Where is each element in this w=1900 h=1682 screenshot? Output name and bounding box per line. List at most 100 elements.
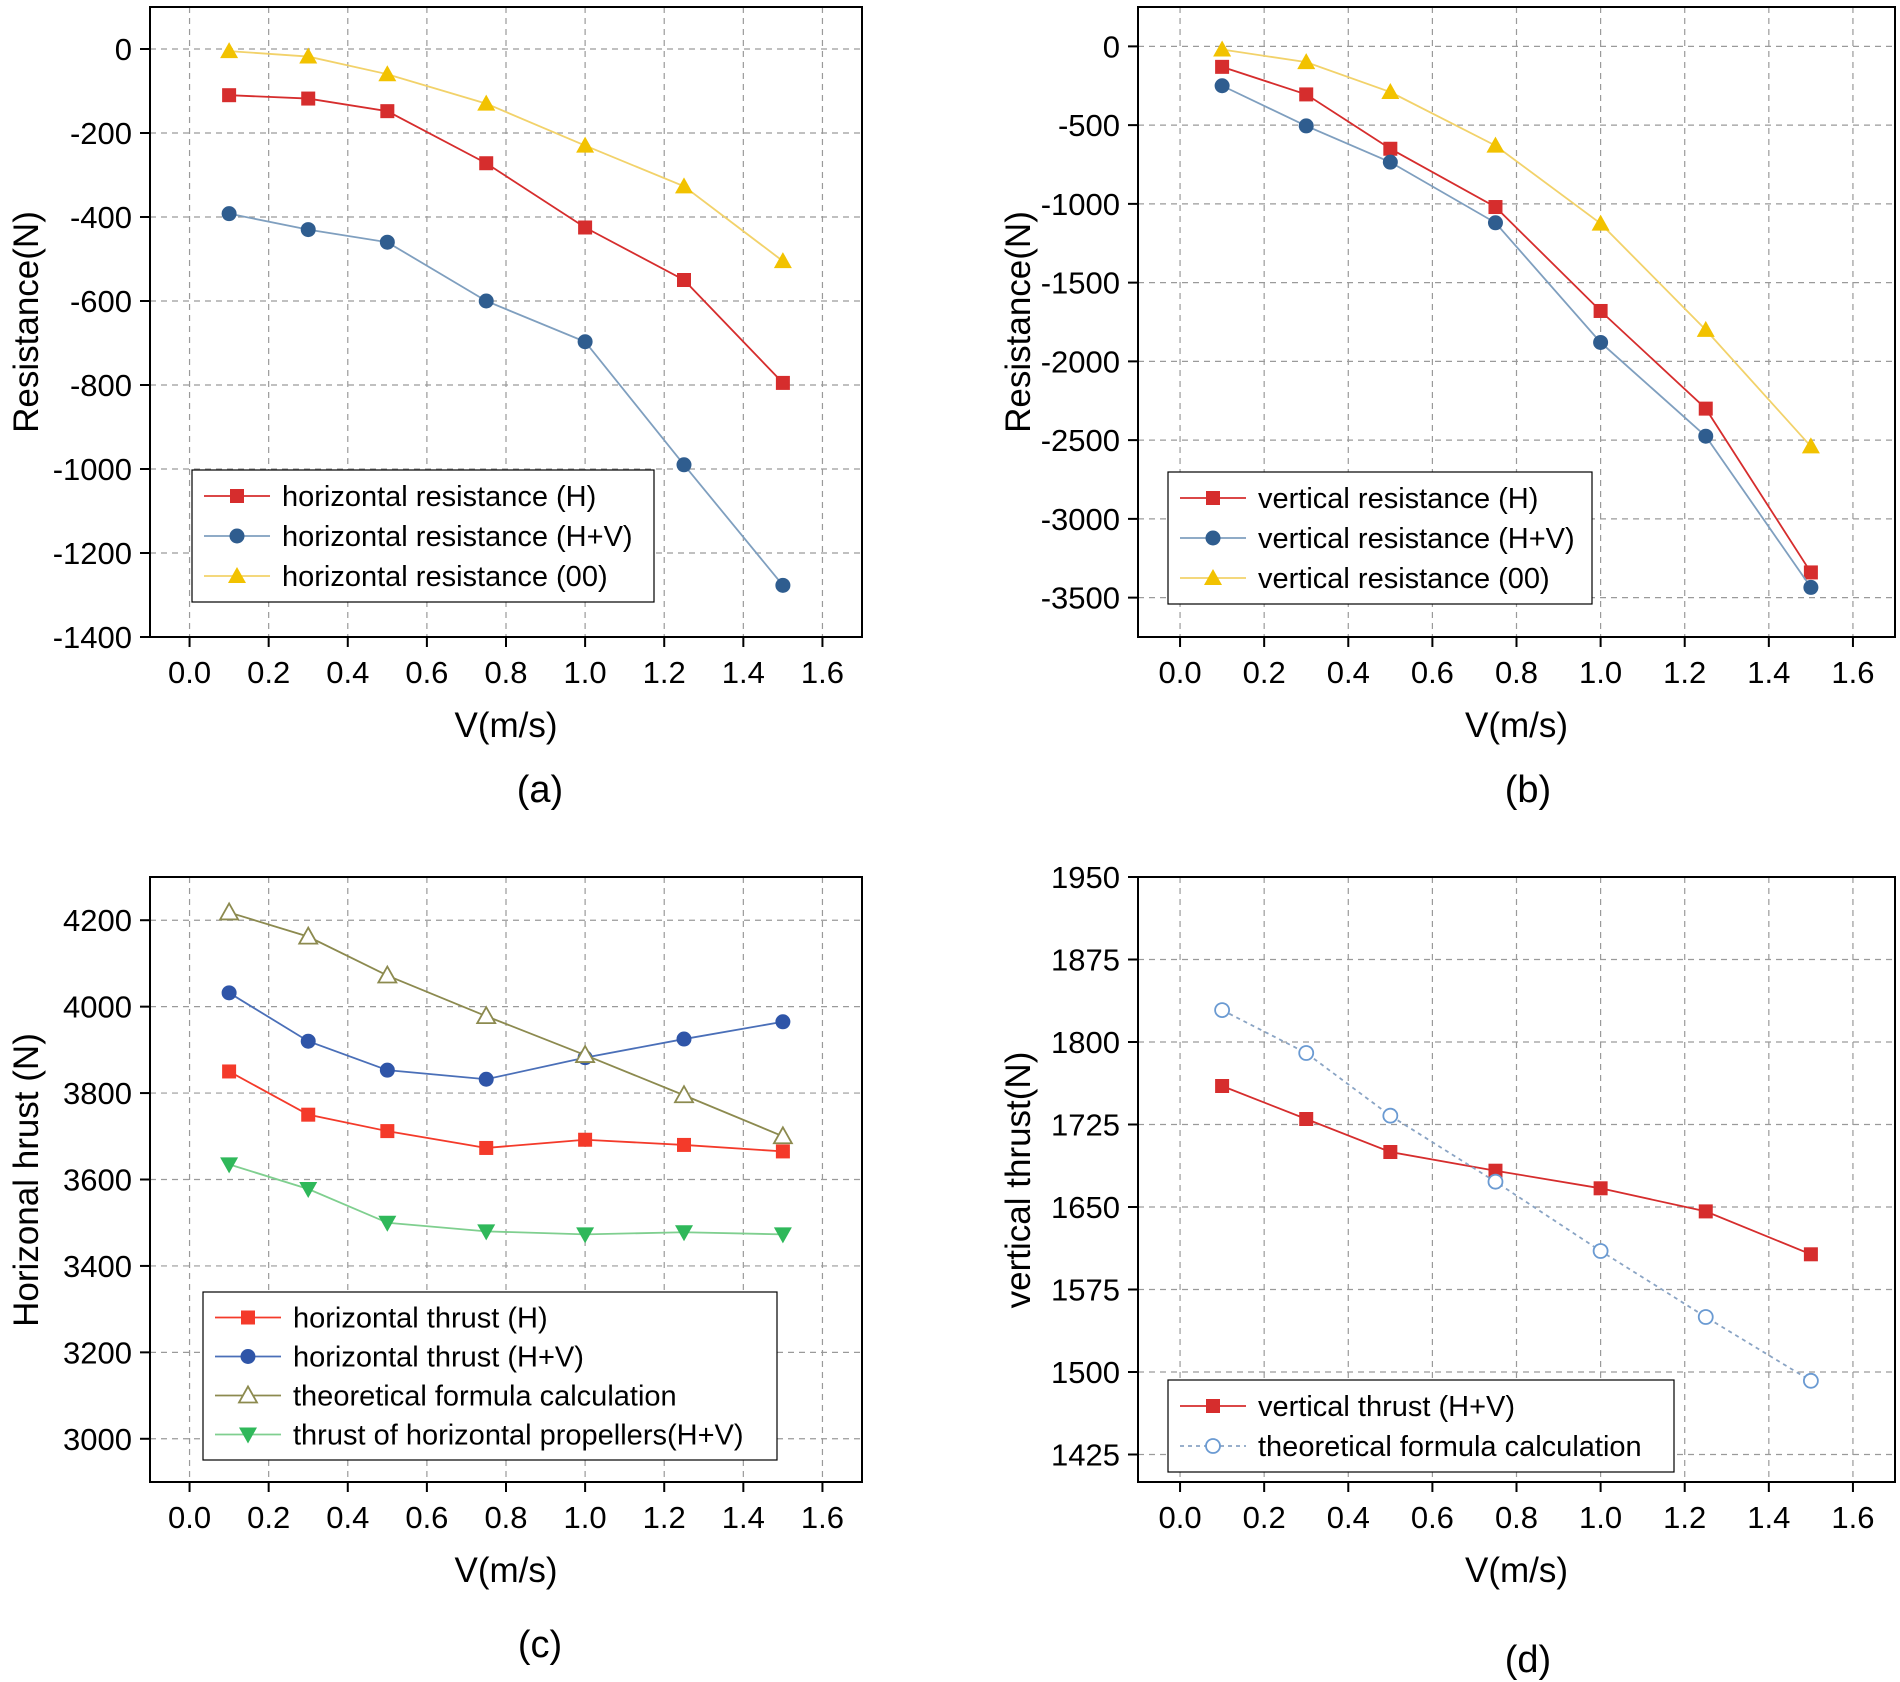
- x-tick-label: 0.0: [1159, 1500, 1202, 1535]
- data-point: [1299, 87, 1314, 102]
- data-point: [676, 457, 692, 473]
- x-tick-label: 0.8: [1495, 1500, 1538, 1535]
- legend-marker: [1204, 569, 1222, 585]
- x-tick-label: 1.4: [722, 655, 765, 690]
- x-tick-label: 1.4: [722, 1500, 765, 1535]
- data-point: [479, 156, 494, 171]
- legend-marker: [239, 1427, 257, 1444]
- data-point: [379, 234, 395, 250]
- data-point: [677, 273, 691, 287]
- y-tick-label: 1725: [1051, 1108, 1120, 1143]
- legend-marker: [1205, 1438, 1221, 1454]
- x-tick-label: 0.0: [1159, 655, 1202, 690]
- data-point: [576, 136, 595, 153]
- y-tick-label: 1575: [1051, 1273, 1120, 1308]
- data-point: [1382, 154, 1398, 170]
- y-tick-label: 3200: [63, 1335, 132, 1370]
- x-tick-label: 1.2: [1663, 655, 1706, 690]
- data-point: [221, 206, 237, 222]
- data-point: [299, 47, 318, 64]
- legend-marker: [1205, 530, 1221, 546]
- legend-marker: [241, 1310, 255, 1325]
- data-point: [376, 964, 398, 984]
- y-tick-label: 3000: [63, 1422, 132, 1457]
- data-point: [1213, 40, 1232, 57]
- data-point: [1592, 1243, 1609, 1259]
- x-tick-label: 1.4: [1747, 1500, 1790, 1535]
- data-point: [1487, 215, 1503, 231]
- legend-marker: [229, 528, 245, 544]
- data-point: [1215, 59, 1230, 74]
- y-axis-title: Resistance(N): [999, 211, 1038, 433]
- x-tick-label: 0.6: [1411, 1500, 1454, 1535]
- chart-panel-b: 0.0 0.2 0.4 0.6 0.8 1.0 1.2 1.4 1.6 0 -500 -1000 -15…: [999, 6, 1896, 811]
- y-tick-label: -1500: [1041, 266, 1120, 301]
- legend-box: [1167, 1379, 1675, 1473]
- y-tick-label: 1500: [1051, 1355, 1120, 1390]
- legend-marker: [240, 1349, 256, 1364]
- legend-marker: [1206, 1399, 1220, 1413]
- data-point: [578, 1132, 593, 1147]
- data-point: [301, 1107, 316, 1122]
- data-point: [1593, 303, 1608, 318]
- x-tick-label: 0.8: [1495, 655, 1538, 690]
- data-point: [677, 1137, 691, 1152]
- x-axis-title: V(m/s): [1465, 706, 1568, 745]
- x-tick-label: 0.8: [484, 1500, 527, 1535]
- y-tick-label: 1650: [1051, 1190, 1120, 1225]
- y-axis-title: Horizonal hrust (N): [7, 1033, 46, 1327]
- legend-label: vertical resistance (H): [1258, 483, 1538, 515]
- y-axis-title: Resistance(N): [7, 211, 46, 433]
- data-point: [1697, 1309, 1714, 1325]
- data-point: [220, 1157, 239, 1174]
- legend-label: vertical thrust (H+V): [1258, 1391, 1515, 1423]
- data-point: [1698, 1204, 1713, 1219]
- data-point: [222, 1064, 237, 1079]
- data-point: [1802, 1372, 1819, 1389]
- data-point: [221, 985, 237, 1001]
- data-point: [1383, 141, 1398, 156]
- data-point: [775, 1014, 791, 1030]
- chart-panel-c: 0.0 0.2 0.4 0.6 0.8 1.0 1.2 1.4 1.6 3000 3200 3400 3…: [7, 876, 863, 1666]
- x-tick-label: 1.6: [801, 1500, 844, 1535]
- x-tick-label: 0.2: [247, 1500, 290, 1535]
- data-point: [297, 925, 319, 945]
- chart-panel-d: 0.0 0.2 0.4 0.6 0.8 1.0 1.2 1.4 1.6 1425 1500 1575 1…: [999, 860, 1896, 1681]
- y-tick-label: -1400: [53, 620, 132, 655]
- data-point: [380, 1124, 395, 1139]
- x-tick-label: 1.6: [1831, 1500, 1874, 1535]
- legend-marker: [237, 1384, 259, 1404]
- data-point: [775, 577, 791, 593]
- data-point: [676, 1031, 692, 1047]
- data-point: [1383, 1145, 1398, 1159]
- legend-label: horizontal thrust (H+V): [293, 1342, 584, 1374]
- data-point: [1487, 1173, 1504, 1190]
- data-point: [577, 334, 593, 350]
- data-point: [1488, 200, 1503, 215]
- data-point: [1298, 1045, 1315, 1061]
- x-tick-label: 1.0: [564, 655, 607, 690]
- x-tick-label: 0.8: [484, 655, 527, 690]
- y-tick-label: 0: [115, 32, 132, 67]
- legend-label: vertical resistance (H+V): [1258, 523, 1575, 555]
- data-point: [1593, 334, 1609, 350]
- x-tick-label: 1.2: [643, 1500, 686, 1535]
- data-point: [477, 1224, 496, 1241]
- y-tick-label: -1000: [53, 452, 132, 487]
- panel-label: (d): [1505, 1639, 1551, 1681]
- legend-label: horizontal resistance (H+V): [282, 521, 633, 553]
- data-point: [675, 1225, 693, 1242]
- data-point: [378, 1215, 397, 1232]
- data-point: [1214, 1002, 1231, 1018]
- x-tick-label: 0.2: [1243, 655, 1286, 690]
- x-tick-label: 0.6: [405, 655, 448, 690]
- y-tick-label: -2500: [1041, 423, 1120, 458]
- legend-label: vertical resistance (00): [1258, 563, 1550, 595]
- data-point: [299, 1182, 318, 1199]
- y-tick-label: 1875: [1051, 943, 1120, 978]
- data-point: [218, 901, 240, 921]
- panel-label: (a): [517, 769, 563, 811]
- x-tick-label: 1.0: [564, 1500, 607, 1535]
- data-point: [675, 177, 693, 194]
- data-point: [1591, 214, 1610, 231]
